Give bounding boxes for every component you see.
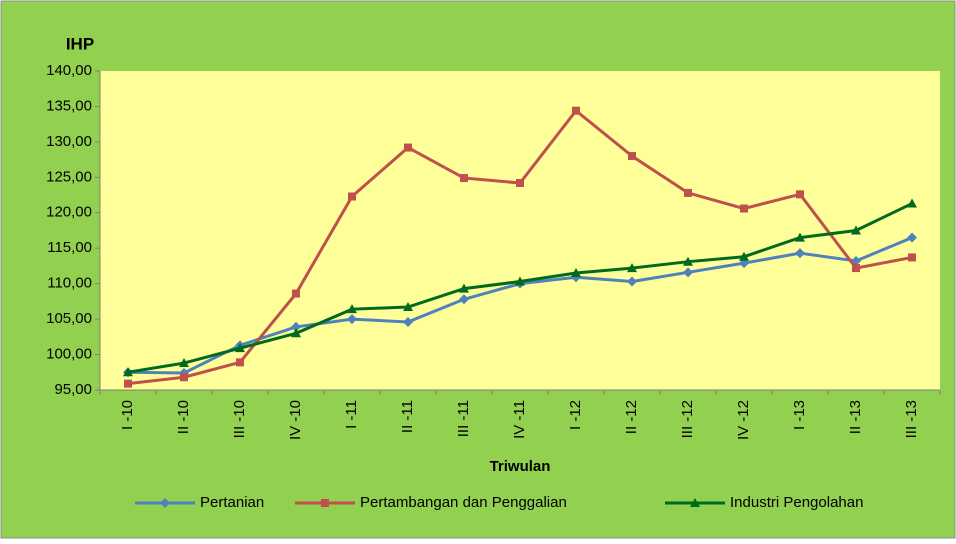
x-tick-label: II -10 bbox=[175, 400, 192, 434]
x-axis-title: Triwulan bbox=[490, 458, 551, 475]
marker bbox=[683, 267, 693, 278]
marker bbox=[123, 367, 133, 377]
x-tick-label: II -11 bbox=[399, 400, 416, 433]
marker bbox=[851, 225, 861, 235]
marker bbox=[160, 498, 170, 508]
y-axis-title: IHP bbox=[66, 34, 94, 53]
legend-label: Industri Pengolahan bbox=[730, 494, 863, 511]
marker bbox=[460, 174, 468, 183]
legend-item: Industri Pengolahan bbox=[665, 494, 863, 511]
marker bbox=[572, 106, 580, 115]
x-tick-label: IV -10 bbox=[287, 400, 304, 440]
marker bbox=[852, 264, 860, 273]
marker bbox=[180, 373, 188, 382]
marker bbox=[795, 248, 805, 259]
x-tick-label: I -13 bbox=[791, 400, 808, 430]
marker bbox=[235, 343, 245, 353]
marker bbox=[516, 179, 524, 188]
marker bbox=[571, 268, 581, 278]
marker bbox=[291, 328, 301, 338]
marker bbox=[348, 192, 356, 201]
y-tick-label: 140,00 bbox=[46, 62, 92, 79]
marker bbox=[179, 358, 189, 368]
marker bbox=[627, 276, 637, 287]
y-tick-label: 120,00 bbox=[46, 204, 92, 221]
marker bbox=[347, 314, 357, 325]
marker bbox=[291, 321, 301, 332]
marker bbox=[690, 498, 700, 507]
marker bbox=[459, 283, 469, 293]
marker bbox=[321, 499, 329, 507]
marker bbox=[739, 251, 749, 261]
marker bbox=[908, 253, 916, 262]
marker bbox=[796, 190, 804, 199]
x-tick-label: I -11 bbox=[343, 400, 360, 429]
x-tick-label: I -12 bbox=[567, 400, 584, 430]
marker bbox=[459, 294, 469, 305]
marker bbox=[740, 204, 748, 213]
marker bbox=[347, 304, 357, 314]
marker bbox=[236, 358, 244, 367]
x-tick-label: II -13 bbox=[847, 400, 864, 434]
x-tick-label: III -10 bbox=[231, 400, 248, 438]
x-tick-label: IV -12 bbox=[735, 400, 752, 440]
legend-label: Pertambangan dan Penggalian bbox=[360, 494, 567, 511]
marker bbox=[795, 232, 805, 242]
marker bbox=[628, 152, 636, 161]
legend-item: Pertambangan dan Penggalian bbox=[295, 494, 567, 511]
y-tick-label: 135,00 bbox=[46, 97, 92, 114]
x-tick-label: II -12 bbox=[623, 400, 640, 434]
marker bbox=[403, 316, 413, 327]
y-tick-label: 110,00 bbox=[47, 275, 92, 292]
x-tick-label: III -12 bbox=[679, 400, 696, 438]
marker bbox=[683, 256, 693, 266]
legend-item: Pertanian bbox=[135, 494, 264, 511]
x-tick-label: III -11 bbox=[455, 400, 472, 437]
marker bbox=[403, 302, 413, 312]
x-tick-label: IV -11 bbox=[511, 400, 528, 439]
x-tick-label: III -13 bbox=[903, 400, 920, 438]
legend-label: Pertanian bbox=[200, 494, 264, 511]
marker bbox=[684, 188, 692, 197]
y-tick-label: 130,00 bbox=[46, 133, 92, 150]
marker bbox=[124, 379, 132, 388]
x-tick-label: I -10 bbox=[119, 400, 136, 430]
plot-area bbox=[100, 71, 940, 390]
marker bbox=[907, 198, 917, 208]
y-tick-label: 95,00 bbox=[54, 381, 92, 398]
marker bbox=[907, 232, 917, 243]
y-tick-label: 115,00 bbox=[47, 239, 92, 256]
marker bbox=[292, 289, 300, 298]
marker bbox=[404, 143, 412, 152]
y-tick-label: 125,00 bbox=[46, 168, 92, 185]
y-tick-label: 105,00 bbox=[46, 310, 92, 327]
marker bbox=[515, 276, 525, 286]
y-tick-label: 100,00 bbox=[46, 346, 92, 363]
marker bbox=[627, 263, 637, 273]
